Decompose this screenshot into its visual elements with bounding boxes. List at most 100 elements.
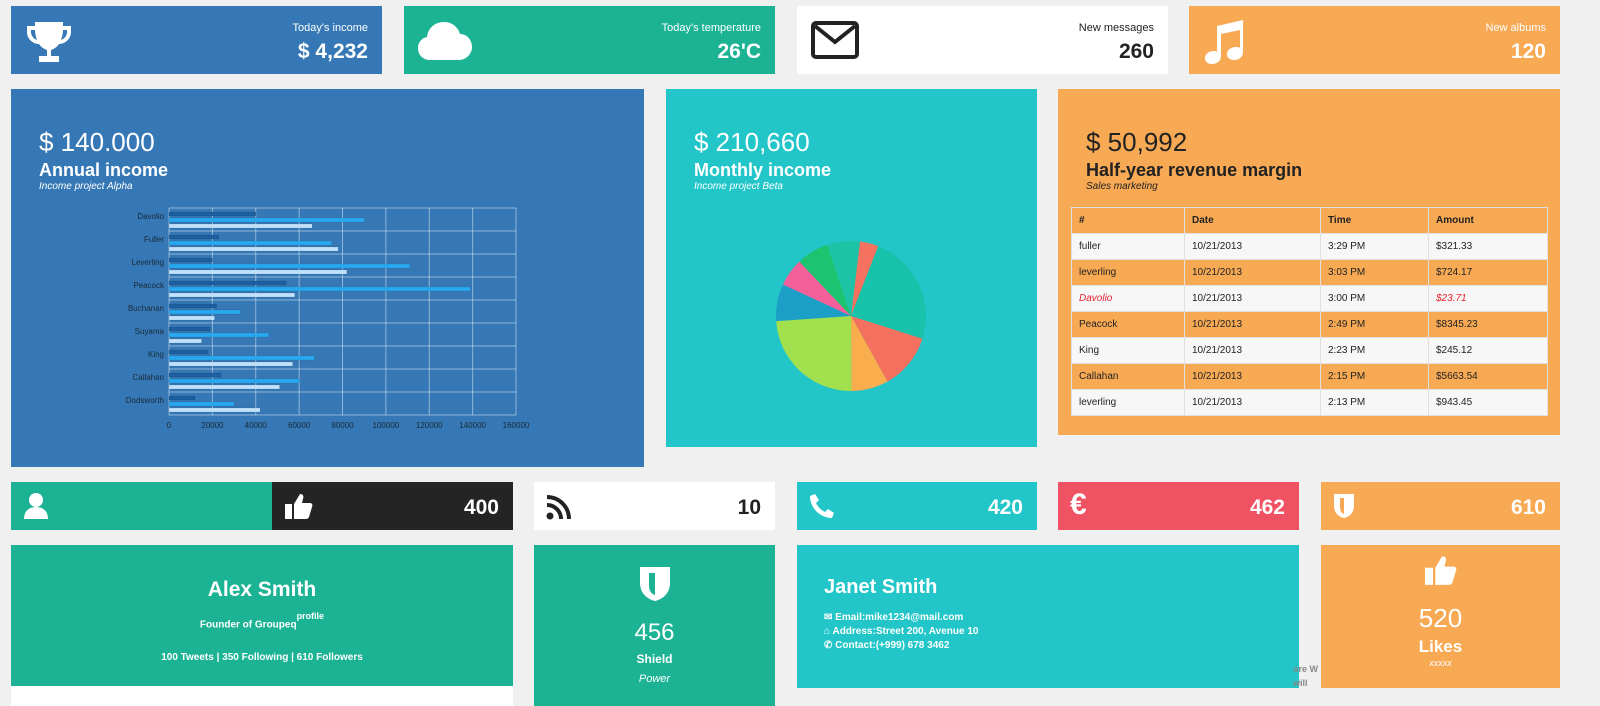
- table-row[interactable]: leverling 10/21/2013 3:03 PM $724.17: [1071, 259, 1548, 286]
- annual-amount: $ 140.000: [39, 127, 155, 157]
- shield-icon: [639, 566, 671, 607]
- partial-text: ore W will: [1293, 662, 1318, 690]
- shield-sub: Power: [638, 673, 671, 685]
- bar: [168, 315, 215, 321]
- cell-time: 2:23 PM: [1320, 337, 1429, 364]
- music-icon: [1203, 18, 1247, 69]
- cell-date: 10/21/2013: [1184, 259, 1321, 286]
- monthly-income-card: $ 210,660 Monthly income Income project …: [666, 89, 1037, 447]
- pie-slice: [851, 316, 923, 382]
- cell-time: 2:15 PM: [1320, 363, 1429, 390]
- cell-date: 10/21/2013: [1184, 285, 1321, 312]
- rss-icon: [546, 494, 572, 525]
- bar: [168, 309, 241, 315]
- cell-date: 10/21/2013: [1184, 363, 1321, 390]
- likes-label: Likes: [1418, 637, 1463, 656]
- monthly-subtitle: Income project Beta: [694, 181, 783, 192]
- pie-slice: [776, 284, 851, 322]
- shield-label: Shield: [636, 652, 673, 666]
- table-row[interactable]: Callahan 10/21/2013 2:15 PM $5663.54: [1071, 363, 1548, 390]
- messages-value: 260: [1118, 40, 1154, 63]
- pie-slice: [851, 241, 879, 316]
- bar: [168, 269, 348, 275]
- cell-amount: $5663.54: [1428, 363, 1548, 390]
- monthly-amount: $ 210,660: [694, 127, 810, 157]
- table-row[interactable]: leverling 10/21/2013 2:13 PM $943.45: [1071, 389, 1548, 416]
- bar: [168, 257, 213, 263]
- email-text[interactable]: Email:mike1234@mail.com: [835, 612, 964, 623]
- phone-icon: [809, 493, 835, 524]
- income-label: Today's income: [292, 22, 368, 34]
- table-header-row: # Date Time Amount: [1071, 207, 1548, 234]
- category-label: Leverling: [132, 258, 164, 267]
- table-row[interactable]: Davolio 10/21/2013 3:00 PM $23.71: [1071, 285, 1548, 312]
- contact-email: ✉ Email:mike1234@mail.com: [824, 612, 963, 623]
- user-icon: [23, 492, 49, 525]
- table-row[interactable]: King 10/21/2013 2:23 PM $245.12: [1071, 337, 1548, 364]
- cloud-icon: [418, 20, 472, 67]
- contact-phone: ✆ Contact:(+999) 678 3462: [824, 640, 949, 651]
- halfyear-title: Half-year revenue margin: [1086, 160, 1303, 180]
- bar: [168, 378, 300, 384]
- likes-value: 400: [463, 496, 499, 519]
- cell-date: 10/21/2013: [1184, 337, 1321, 364]
- pie-slice: [851, 316, 888, 391]
- monthly-title: Monthly income: [694, 160, 832, 180]
- phone-icon: ✆: [824, 640, 833, 651]
- cell-name: leverling: [1071, 389, 1185, 416]
- euro-icon: €: [1070, 488, 1087, 521]
- x-tick-label: 100000: [373, 421, 400, 430]
- cell-amount: $724.17: [1428, 259, 1548, 286]
- phone-stat-card: 420: [797, 482, 1037, 530]
- category-label: Dodsworth: [126, 396, 164, 405]
- bar: [168, 395, 196, 401]
- cell-time: 2:13 PM: [1320, 389, 1429, 416]
- messages-label: New messages: [1078, 22, 1154, 34]
- profile-name: Alex Smith: [207, 578, 317, 601]
- temperature-stat-card: Today's temperature 26'C: [404, 6, 775, 74]
- cell-name: King: [1071, 337, 1185, 364]
- bar: [168, 361, 293, 367]
- annual-title: Annual income: [39, 160, 169, 180]
- shield-card: 456 Shield Power: [534, 545, 775, 706]
- cell-name: leverling: [1071, 259, 1185, 286]
- x-tick-label: 120000: [416, 421, 443, 430]
- cell-time: 3:29 PM: [1320, 233, 1429, 260]
- monthly-pie-chart: [776, 241, 926, 392]
- rss-stat-card: 10: [534, 482, 775, 530]
- category-label: King: [148, 350, 164, 359]
- x-tick-label: 160000: [503, 421, 530, 430]
- category-label: Davolio: [137, 212, 164, 221]
- halfyear-amount: $ 50,992: [1086, 127, 1188, 157]
- profile-name: Janet Smith: [824, 576, 938, 598]
- bar: [168, 280, 287, 286]
- cell-date: 10/21/2013: [1184, 233, 1321, 260]
- cell-amount: $321.33: [1428, 233, 1548, 260]
- cell-amount: $8345.23: [1428, 311, 1548, 338]
- cell-name: fuller: [1071, 233, 1185, 260]
- bar: [168, 372, 222, 378]
- income-stat-card: Today's income $ 4,232: [11, 6, 382, 74]
- cell-date: 10/21/2013: [1184, 389, 1321, 416]
- cell-amount: $23.71: [1428, 285, 1548, 312]
- pie-slice: [782, 261, 851, 316]
- bar: [168, 240, 332, 246]
- likes-value: 520: [1418, 603, 1463, 633]
- pie-slice: [776, 316, 852, 392]
- table-row[interactable]: Peacock 10/21/2013 2:49 PM $8345.23: [1071, 311, 1548, 338]
- albums-value: 120: [1510, 40, 1546, 63]
- home-icon: ⌂: [824, 626, 831, 637]
- bar: [168, 303, 217, 309]
- bar: [168, 217, 365, 223]
- likes-stat-card: 400: [272, 482, 513, 530]
- envelope-icon: [811, 20, 859, 65]
- x-tick-label: 140000: [459, 421, 486, 430]
- cell-name: Davolio: [1071, 285, 1185, 312]
- cell-name: Callahan: [1071, 363, 1185, 390]
- column-header: Time: [1320, 207, 1429, 234]
- contact-address: ⌂ Address:Street 200, Avenue 10: [824, 626, 978, 637]
- envelope-icon: ✉: [824, 612, 833, 623]
- profile-badge[interactable]: profile: [296, 611, 325, 621]
- albums-label: New albums: [1485, 22, 1546, 34]
- table-row[interactable]: fuller 10/21/2013 3:29 PM $321.33: [1071, 233, 1548, 260]
